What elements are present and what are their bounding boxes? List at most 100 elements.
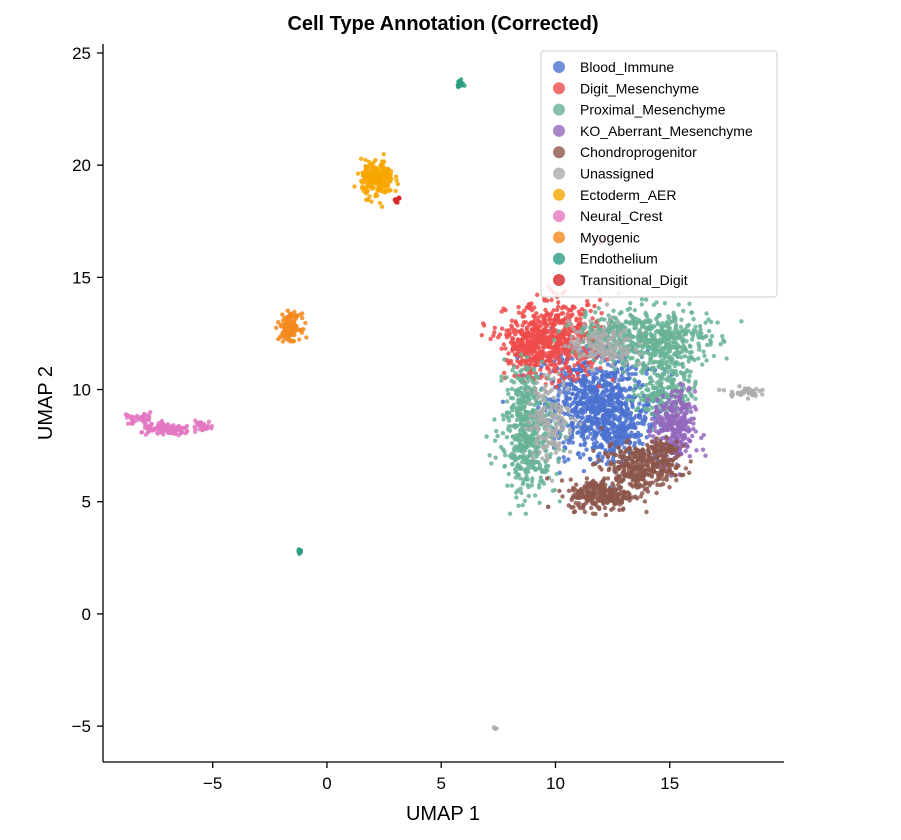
data-point [652, 359, 657, 364]
data-point [597, 396, 602, 401]
data-point [605, 341, 611, 346]
data-point [528, 413, 533, 418]
data-point [685, 368, 690, 373]
data-point [661, 417, 666, 423]
data-point [683, 330, 689, 336]
data-point [360, 173, 366, 178]
data-point [609, 507, 614, 512]
data-point [499, 378, 504, 383]
data-point [533, 493, 538, 498]
data-point [650, 378, 655, 384]
data-point [504, 414, 509, 419]
data-point [689, 354, 694, 360]
data-point [506, 351, 511, 356]
data-point [674, 465, 679, 470]
data-point [576, 410, 581, 415]
data-point [304, 335, 309, 340]
data-point [557, 488, 562, 494]
data-point [358, 156, 364, 161]
data-point [148, 410, 153, 415]
data-point [661, 481, 666, 487]
data-point [609, 315, 614, 321]
data-point [547, 338, 552, 343]
data-point [379, 178, 385, 184]
series-myogenic [274, 308, 309, 344]
data-point [586, 403, 591, 408]
data-point [377, 188, 382, 193]
data-point [192, 424, 197, 430]
data-point [597, 457, 602, 463]
data-point [667, 364, 672, 369]
data-point [519, 352, 524, 357]
data-point [646, 351, 652, 356]
legend-marker [553, 167, 565, 180]
data-point [698, 327, 703, 332]
data-point [371, 172, 376, 178]
data-point [647, 422, 652, 427]
data-point [561, 399, 566, 404]
data-point [608, 462, 613, 467]
data-point [492, 417, 497, 422]
data-point [291, 329, 296, 335]
data-point [534, 311, 539, 316]
data-point [651, 386, 656, 391]
data-point [540, 440, 546, 445]
data-point [673, 340, 679, 346]
data-point [522, 498, 528, 504]
data-point [562, 445, 567, 450]
data-point [640, 371, 645, 376]
data-point [361, 188, 366, 194]
data-point [578, 455, 583, 460]
data-point [275, 320, 281, 325]
data-point [738, 392, 743, 398]
data-point [681, 404, 686, 410]
data-point [609, 436, 615, 442]
data-point [571, 504, 576, 510]
data-point [687, 438, 692, 444]
x-tick-label: 10 [546, 774, 565, 793]
data-point [603, 332, 609, 337]
data-point [377, 172, 382, 177]
data-point [517, 377, 523, 382]
x-tick-label: −5 [203, 774, 222, 793]
data-point [584, 476, 590, 481]
data-point [505, 483, 510, 488]
legend-marker [553, 103, 565, 116]
data-point [537, 500, 542, 505]
data-point [571, 373, 576, 379]
data-point [610, 429, 616, 435]
data-point [693, 396, 698, 402]
data-point [603, 389, 608, 394]
data-point [653, 390, 658, 396]
data-point [517, 463, 522, 469]
data-point [628, 300, 633, 306]
data-point [567, 344, 572, 349]
data-point [183, 425, 188, 431]
data-point [492, 325, 497, 330]
data-point [670, 413, 675, 418]
data-point [393, 174, 399, 179]
data-point [630, 316, 636, 321]
data-point [626, 336, 631, 341]
data-point [531, 354, 537, 359]
data-point [499, 309, 504, 314]
data-point [520, 358, 525, 363]
data-point [692, 404, 697, 409]
data-point [661, 370, 667, 376]
data-point [688, 459, 693, 464]
data-point [582, 373, 587, 379]
data-point [648, 428, 653, 433]
data-point [601, 328, 606, 333]
data-point [281, 333, 287, 338]
data-point [642, 452, 648, 457]
data-point [585, 360, 591, 365]
data-point [552, 322, 557, 327]
data-point [550, 353, 555, 358]
data-point [482, 323, 487, 328]
data-point [456, 81, 461, 86]
data-point [572, 509, 578, 514]
data-point [659, 325, 664, 330]
data-point [592, 436, 598, 441]
data-point [565, 312, 571, 317]
legend-marker [553, 61, 565, 73]
